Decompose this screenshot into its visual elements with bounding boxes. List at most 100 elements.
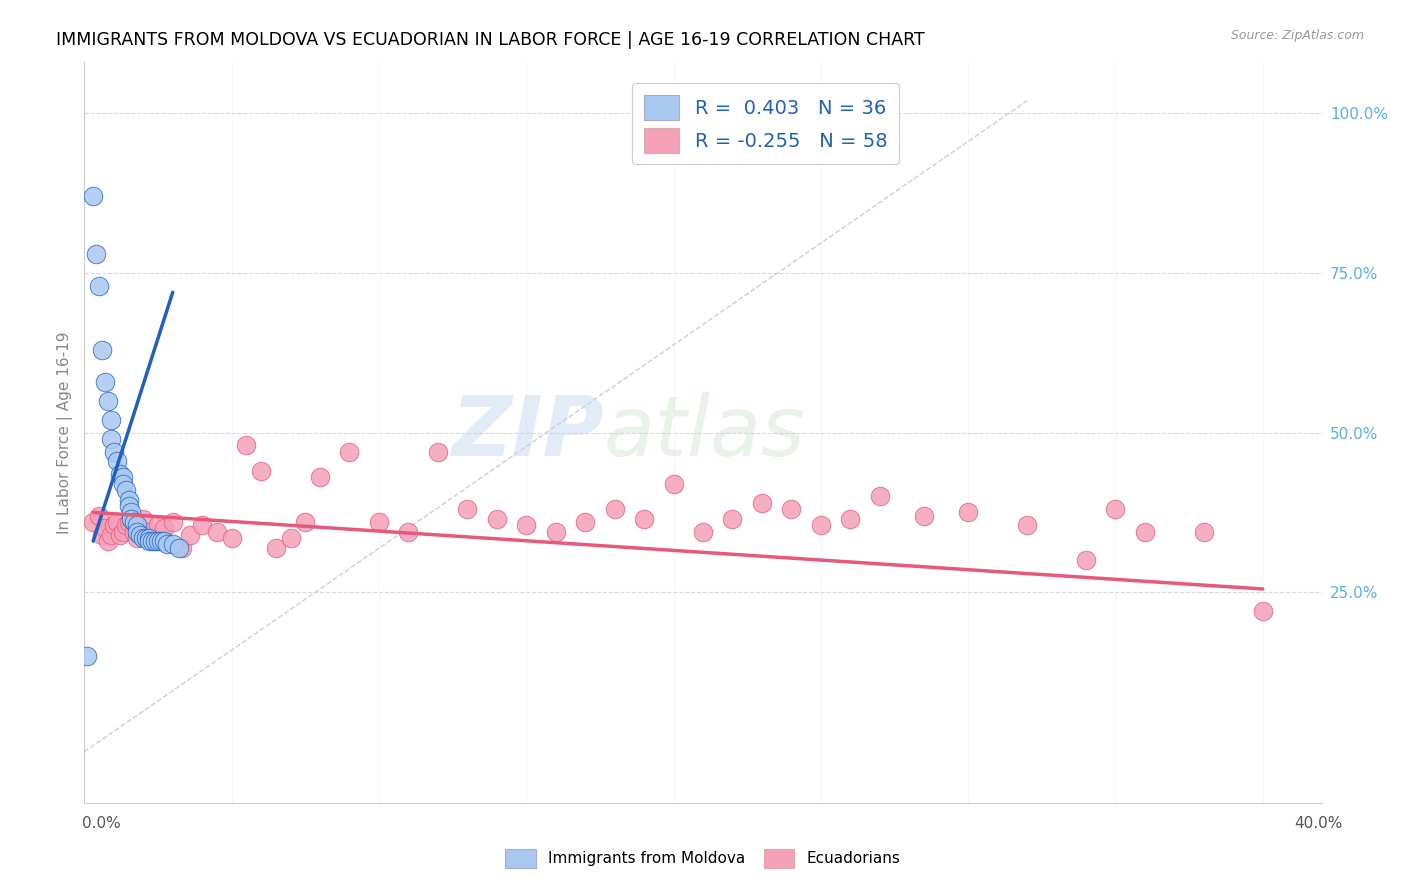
Text: atlas: atlas <box>605 392 806 473</box>
Point <box>149 534 172 549</box>
Point <box>97 534 120 549</box>
Point <box>135 531 157 545</box>
Point <box>167 541 190 555</box>
Point <box>132 531 155 545</box>
Point <box>1251 604 1274 618</box>
Legend: Immigrants from Moldova, Ecuadorians: Immigrants from Moldova, Ecuadorians <box>499 843 907 873</box>
Point <box>810 518 832 533</box>
Point <box>156 537 179 551</box>
Point <box>162 515 184 529</box>
Text: ZIP: ZIP <box>451 392 605 473</box>
Point <box>82 189 104 203</box>
Point <box>146 518 169 533</box>
Point <box>179 527 201 541</box>
Point <box>100 413 122 427</box>
Text: IMMIGRANTS FROM MOLDOVA VS ECUADORIAN IN LABOR FORCE | AGE 16-19 CORRELATION CHA: IMMIGRANTS FROM MOLDOVA VS ECUADORIAN IN… <box>56 31 925 49</box>
Point <box>117 515 139 529</box>
Point <box>235 438 257 452</box>
Point <box>205 524 228 539</box>
Point <box>1015 518 1038 533</box>
Point <box>396 524 419 539</box>
Point <box>839 512 862 526</box>
Point <box>162 537 184 551</box>
Point <box>869 490 891 504</box>
Point <box>221 531 243 545</box>
Point <box>100 527 122 541</box>
Text: Source: ZipAtlas.com: Source: ZipAtlas.com <box>1230 29 1364 42</box>
Point <box>84 247 107 261</box>
Point <box>129 527 152 541</box>
Point <box>114 518 136 533</box>
Point <box>721 512 744 526</box>
Point <box>544 524 567 539</box>
Point <box>91 343 114 357</box>
Point <box>94 375 117 389</box>
Point <box>141 534 163 549</box>
Point <box>100 432 122 446</box>
Point <box>485 512 508 526</box>
Point <box>170 541 193 555</box>
Point <box>132 512 155 526</box>
Point <box>124 515 146 529</box>
Point <box>368 515 391 529</box>
Point <box>138 524 160 539</box>
Text: 0.0%: 0.0% <box>82 816 121 830</box>
Point <box>103 444 125 458</box>
Point <box>662 476 685 491</box>
Point <box>87 278 110 293</box>
Point <box>633 512 655 526</box>
Point <box>124 524 146 539</box>
Point <box>751 496 773 510</box>
Point <box>153 521 176 535</box>
Point <box>603 502 626 516</box>
Point <box>127 518 149 533</box>
Point <box>117 499 139 513</box>
Point <box>127 524 149 539</box>
Point <box>294 515 316 529</box>
Point <box>87 508 110 523</box>
Point <box>264 541 287 555</box>
Point <box>912 508 935 523</box>
Point <box>957 505 980 519</box>
Point <box>114 483 136 497</box>
Point <box>97 393 120 408</box>
Point <box>121 512 143 526</box>
Point <box>111 524 134 539</box>
Point <box>121 505 143 519</box>
Point <box>127 531 149 545</box>
Point <box>1192 524 1215 539</box>
Point <box>1074 553 1097 567</box>
Point <box>309 470 332 484</box>
Point <box>456 502 478 516</box>
Point <box>111 470 134 484</box>
Text: 40.0%: 40.0% <box>1295 816 1343 830</box>
Point <box>574 515 596 529</box>
Point <box>153 534 176 549</box>
Point <box>82 515 104 529</box>
Point <box>146 534 169 549</box>
Y-axis label: In Labor Force | Age 16-19: In Labor Force | Age 16-19 <box>58 331 73 534</box>
Point <box>117 492 139 507</box>
Point <box>108 467 131 482</box>
Point <box>1104 502 1126 516</box>
Point <box>780 106 803 120</box>
Point <box>515 518 537 533</box>
Point <box>138 534 160 549</box>
Point <box>339 444 361 458</box>
Point <box>1133 524 1156 539</box>
Point <box>692 524 714 539</box>
Point <box>121 512 143 526</box>
Point <box>426 444 449 458</box>
Legend: R =  0.403   N = 36, R = -0.255   N = 58: R = 0.403 N = 36, R = -0.255 N = 58 <box>633 83 898 164</box>
Point <box>94 521 117 535</box>
Point <box>191 518 214 533</box>
Point <box>111 476 134 491</box>
Point <box>105 515 128 529</box>
Point <box>105 454 128 468</box>
Point <box>780 502 803 516</box>
Point <box>280 531 302 545</box>
Point <box>138 531 160 545</box>
Point <box>91 527 114 541</box>
Point <box>103 518 125 533</box>
Point <box>108 527 131 541</box>
